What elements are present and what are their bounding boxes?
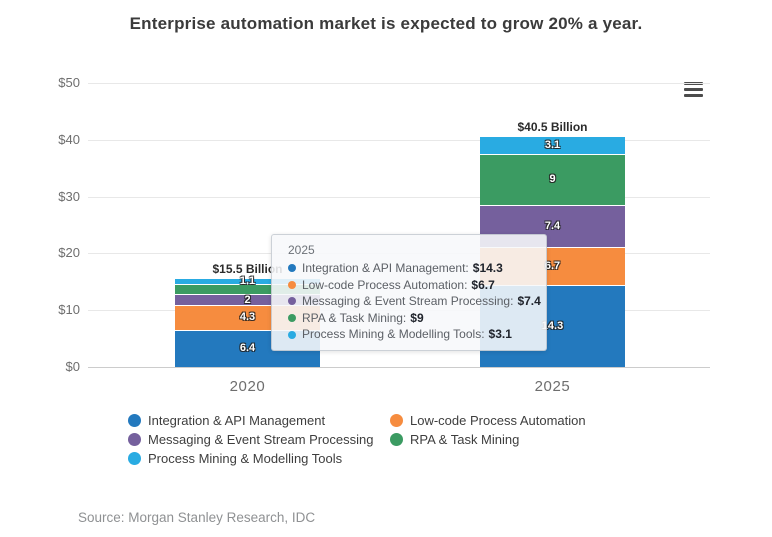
x-axis-label: 2025 <box>534 378 571 395</box>
series-dot-icon <box>288 314 296 323</box>
legend-item-rpa-task-mining[interactable]: RPA & Task Mining <box>390 432 586 447</box>
gridline <box>88 83 710 84</box>
y-axis-tick-label: $40 <box>58 131 80 147</box>
bar-segment-rpa-task-mining[interactable] <box>175 285 320 295</box>
tooltip-series-value: $3.1 <box>488 327 512 342</box>
y-axis-tick-label: $20 <box>58 245 80 261</box>
tooltip-series-label: Process Mining & Modelling Tools: <box>302 327 485 342</box>
bar-segment-label: 7.4 <box>544 219 561 232</box>
legend-item-messaging-event-stream-processing[interactable]: Messaging & Event Stream Processing <box>128 432 390 447</box>
hamburger-bar <box>684 88 703 91</box>
tooltip-row: Messaging & Event Stream Processing: $7.4 <box>288 293 541 310</box>
tooltip-title: 2025 <box>288 243 315 257</box>
bar-segment-label: 4.3 <box>239 311 256 324</box>
legend-item-integration-api-management[interactable]: Integration & API Management <box>128 413 390 428</box>
legend-label: RPA & Task Mining <box>410 432 520 447</box>
tooltip-series-value: $14.3 <box>472 261 503 275</box>
x-axis-label: 2020 <box>229 378 266 395</box>
bar-total-annotation: $40.5 Billion <box>517 119 588 134</box>
bar-segment-label: 9 <box>549 173 556 186</box>
tooltip-series-label: Integration & API Management: <box>302 261 469 275</box>
gridline <box>88 196 710 198</box>
bar-segment-process-mining-modelling-tools[interactable]: 1.1 <box>175 275 320 288</box>
y-axis-tick-label: $0 <box>65 359 80 374</box>
tooltip-row: Integration & API Management: $14.3 <box>288 260 538 277</box>
legend-item-process-mining-modelling-tools[interactable]: Process Mining & Modelling Tools <box>128 451 390 466</box>
tooltip-rows: Integration & API Management: $14.3 Low-co… <box>288 260 541 343</box>
bar-segment-process-mining-modelling-tools[interactable]: 3.1 <box>480 136 625 155</box>
tooltip-series-value: $6.7 <box>471 277 495 292</box>
bar-segment-label: 14.3 <box>541 319 564 332</box>
x-axis-line <box>88 367 710 368</box>
hamburger-bar <box>684 94 703 97</box>
chart-tooltip: 2025 Integration & API Management: $14.3 L… <box>271 234 547 351</box>
bar-segment-label: 2 <box>244 293 251 306</box>
legend-swatch-icon <box>128 452 141 465</box>
tooltip-series-label: Messaging & Event Stream Processing: <box>302 294 514 309</box>
bar-segment-label: 6.4 <box>239 342 256 355</box>
bar-segment-label: 1.1 <box>239 275 256 288</box>
tooltip-row: RPA & Task Mining: $9 <box>288 310 538 327</box>
legend-label: Process Mining & Modelling Tools <box>148 451 343 466</box>
chart-title: Enterprise automation market is expected… <box>129 14 643 33</box>
legend-swatch-icon <box>128 414 141 427</box>
source-caption: Source: Morgan Stanley Research, IDC <box>78 510 316 525</box>
gridline <box>88 139 710 141</box>
legend-swatch-icon <box>390 433 403 446</box>
series-dot-icon <box>288 297 296 306</box>
tooltip-series-label: Low-code Process Automation: <box>302 277 468 292</box>
legend-swatch-icon <box>128 433 141 446</box>
y-axis-tick-label: $50 <box>58 75 80 90</box>
legend-label: Low-code Process Automation <box>410 413 586 428</box>
series-dot-icon <box>288 264 296 273</box>
legend-swatch-icon <box>390 414 403 427</box>
bar-segment-label: 6.7 <box>544 259 561 272</box>
bar-segment-label: 3.1 <box>544 138 561 151</box>
legend-label: Integration & API Management <box>148 413 326 428</box>
tooltip-series-value: $7.4 <box>517 294 541 309</box>
bar-segment-rpa-task-mining[interactable]: 9 <box>480 154 625 206</box>
tooltip-series-label: RPA & Task Mining: <box>302 310 407 325</box>
y-axis-tick-label: $10 <box>58 302 80 318</box>
legend-label: Messaging & Event Stream Processing <box>148 432 374 447</box>
bar-segment-messaging-event-stream-processing[interactable]: 2 <box>175 293 320 307</box>
series-dot-icon <box>288 280 296 289</box>
bar-total-annotation: $15.5 Billion <box>212 261 283 276</box>
tooltip-row: Process Mining & Modelling Tools: $3.1 <box>288 326 538 343</box>
y-axis-tick-label: $30 <box>58 188 80 204</box>
series-dot-icon <box>288 330 296 339</box>
legend-item-low-code-process-automation[interactable]: Low-code Process Automation <box>390 413 586 428</box>
tooltip-row: Low-code Process Automation: $6.7 <box>288 277 538 294</box>
tooltip-series-value: $9 <box>410 310 424 325</box>
chart-legend: Integration & API Management Low-code Pro… <box>128 413 586 466</box>
